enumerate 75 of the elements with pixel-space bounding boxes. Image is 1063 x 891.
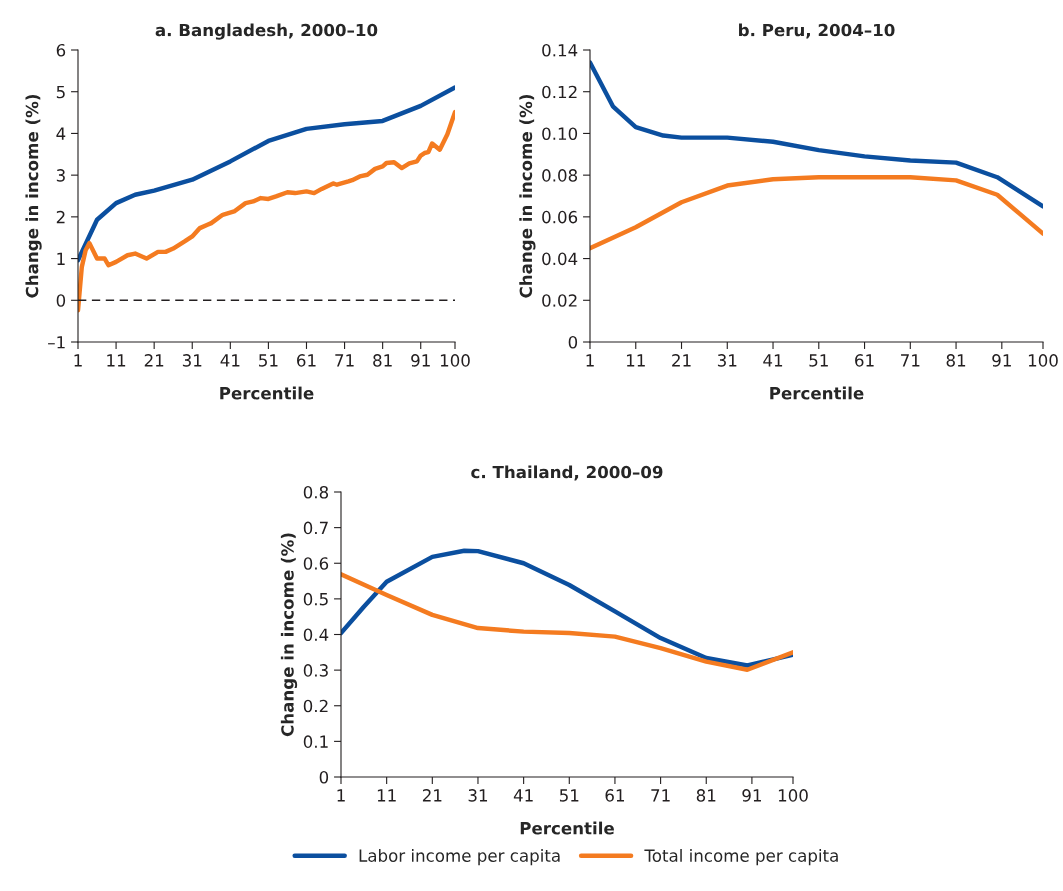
x-tick-label: 71 [335,354,354,367]
x-tick-label: 51 [259,354,278,367]
y-axis-title: Change in income (%) [280,533,298,737]
x-tick-label: 21 [672,354,691,367]
legend-label: Total income per capita [644,849,838,866]
x-tick-label: 61 [605,789,624,802]
x-tick-label: 41 [220,354,240,367]
y-tick-label: 0 [568,335,578,349]
x-tick-label: 11 [626,354,645,367]
line-series [341,548,793,668]
x-tick-label: 31 [717,354,737,367]
y-tick-label: 1 [57,252,65,265]
line-series [78,109,455,313]
y-tick-label: 4 [56,127,66,140]
x-tick-label: 91 [411,354,430,367]
x-tick-label: 51 [809,354,828,367]
y-tick-label: 5 [56,85,65,99]
y-tick-label: 0.12 [542,85,577,99]
y-tick-label: –1 [48,336,65,349]
x-tick-label: 51 [559,789,579,802]
y-tick-label: 0.6 [303,557,329,570]
y-tick-label: 0.06 [542,210,578,224]
chart-title: a. Bangladesh, 2000–10 [155,23,378,40]
x-tick-label: 1 [586,354,594,367]
y-tick-label: 0 [56,294,66,307]
y-tick-label: 2 [56,210,65,224]
x-tick-label: 41 [513,789,533,802]
x-tick-label: 11 [377,789,396,802]
x-tick-label: 21 [422,789,442,802]
x-tick-label: 41 [763,354,783,367]
x-tick-label: 1 [337,789,345,802]
x-tick-label: 11 [107,354,126,367]
x-tick-label: 31 [468,789,488,802]
y-tick-label: 0.1 [303,735,328,748]
chart-title: b. Peru, 2004–10 [739,23,895,39]
x-axis-title: Percentile [220,386,314,400]
y-tick-label: 0.4 [303,628,329,642]
chart-title: c. Thailand, 2000–09 [471,465,663,481]
x-axis-title: Percentile [770,386,864,400]
y-tick-label: 0.3 [303,664,328,677]
y-axis-title: Change in income (%) [25,94,42,298]
legend-label: Labor income per capita [359,849,560,866]
line-series [590,60,1043,209]
x-tick-label: 81 [696,789,716,802]
y-tick-label: 0.10 [542,127,578,140]
x-tick-label: 61 [855,354,874,367]
y-tick-label: 0.02 [542,294,577,307]
x-tick-label: 71 [901,354,920,367]
y-tick-label: 0.04 [542,252,578,266]
x-tick-label: 100 [440,354,470,367]
x-tick-label: 100 [1028,354,1058,367]
x-tick-label: 31 [182,354,202,367]
x-tick-label: 1 [74,354,82,367]
x-tick-label: 91 [992,354,1011,367]
line-series [341,572,793,672]
y-tick-label: 0.7 [303,521,328,535]
y-tick-label: 0.2 [303,699,328,713]
line-series [590,175,1043,251]
x-tick-label: 21 [144,354,164,367]
x-tick-label: 61 [297,354,316,367]
y-tick-label: 3 [56,169,65,182]
y-tick-label: 0.5 [303,592,328,606]
x-tick-label: 71 [651,789,670,802]
x-tick-label: 100 [778,789,808,802]
x-tick-label: 91 [742,789,761,802]
y-tick-label: 0.8 [303,485,329,499]
x-axis-title: Percentile [520,821,614,835]
y-tick-label: 0.08 [542,169,578,182]
y-axis-title: Change in income (%) [519,94,536,298]
line-series [78,85,455,263]
x-tick-label: 81 [946,354,966,367]
y-tick-label: 6 [56,43,66,57]
y-tick-label: 0 [319,770,329,784]
x-tick-label: 81 [373,354,392,367]
y-tick-label: 0.14 [542,43,578,57]
